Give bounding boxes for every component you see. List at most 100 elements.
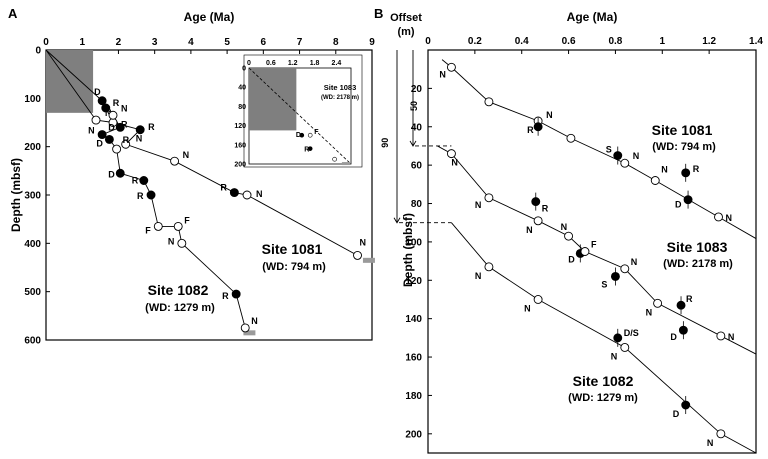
panel-b-point-1083	[564, 231, 574, 241]
panel-a-chart: Age (Ma) Depth (mbsf) 0 1 2 3 4 5 6 7 8 9 0 100 200 3…	[9, 10, 375, 347]
panel-a-point-label-1081: R	[121, 120, 128, 130]
panel-a-point-label-1082: F	[145, 225, 151, 235]
inset-x-tick-label: 1.8	[310, 60, 320, 67]
panel-b-point-label-1081: N	[439, 69, 446, 79]
panel-b-point-1083	[610, 271, 620, 281]
panel-b-site-1082-wd: (WD: 1279 m)	[568, 392, 638, 404]
panel-b-point-1083	[678, 325, 688, 335]
offset-value-50: 50	[409, 101, 419, 111]
panel-a-point-label-1081: N	[136, 133, 143, 143]
panel-a-point-1081	[135, 125, 145, 135]
panel-b-y-tick-label: 140	[405, 314, 422, 325]
panel-b-point-label-1083: R	[686, 294, 693, 304]
panel-b-point-label-1083: D	[670, 332, 677, 342]
panel-a-y-tick-label: 100	[24, 94, 41, 105]
panel-a-point-label-1082: R	[222, 291, 229, 301]
panel-a-site-1082-wd: (WD: 1279 m)	[145, 302, 215, 314]
panel-a-point-1082	[115, 122, 125, 132]
panel-b-point-label-1082: N	[707, 438, 714, 448]
panel-a-point-label-1082: D	[94, 87, 101, 97]
panel-b-chart: Age (Ma) Depth (mbsf) Offset (m) 0 0.2 0.4…	[380, 10, 763, 454]
panel-b-point-1081	[683, 195, 693, 205]
panel-a-hole-base-1081	[362, 257, 375, 263]
inset-x-tick-label: 0	[247, 60, 251, 67]
panel-b-point-1083	[446, 149, 456, 159]
panel-a-label: A	[8, 6, 18, 21]
inset-y-tick-label: 0	[242, 66, 246, 73]
panel-a-site-1081-title: Site 1081	[262, 241, 323, 257]
panel-b-y-tick-label: 160	[405, 353, 422, 364]
panel-a-point-1082	[115, 168, 125, 178]
panel-b-point-1083	[716, 331, 726, 341]
panel-b-point-1081	[566, 133, 576, 143]
panel-b-y-tick-label: 180	[405, 391, 422, 402]
panel-b-x-tick-label: 1.2	[702, 36, 716, 47]
panel-a-point-1082	[231, 289, 241, 299]
panel-b-y-title: Depth (mbsf)	[401, 213, 415, 287]
panel-b-point-label-1081: R	[693, 164, 700, 174]
inset-shade-rect	[249, 68, 297, 131]
panel-b-point-label-1082: N	[611, 351, 618, 361]
panel-b-point-1082	[533, 295, 543, 304]
panel-b-site-1083-wd: (WD: 2178 m)	[663, 258, 733, 270]
panel-b-site-1081-title: Site 1081	[652, 122, 713, 138]
inset-hole-base	[341, 162, 350, 166]
panel-a-x-tick-label: 6	[261, 37, 267, 48]
inset-point	[332, 156, 337, 162]
panel-b-point-label-1082: D/S	[624, 328, 639, 338]
panel-b-point-1083	[676, 300, 686, 310]
panel-b-site-1082-title: Site 1082	[573, 373, 634, 389]
panel-a-point-1081	[242, 190, 252, 200]
panel-b-x-title: Age (Ma)	[567, 10, 618, 24]
panel-a-y-tick-label: 400	[24, 239, 41, 250]
panel-a-hole-base-1082	[243, 330, 256, 336]
panel-b-point-label-1081: S	[606, 145, 612, 155]
offset-title: Offset	[390, 12, 422, 24]
panel-b-offset-indicators: 50 90	[380, 50, 452, 224]
panel-a-trend-1082	[45, 49, 246, 329]
panel-b-point-1083	[484, 193, 494, 203]
inset-x-tick-label: 2.4	[332, 60, 342, 67]
inset-y-tick-label: 120	[234, 123, 246, 130]
panel-a-point-label-1081: R	[220, 183, 227, 193]
panel-a-point-label-1081: N	[183, 150, 190, 160]
inset-point-label: F	[314, 129, 319, 136]
offset-arrowhead-90	[393, 217, 401, 224]
panel-a-y-tick-label: 500	[24, 287, 41, 298]
panel-a-point-label-1082: D	[108, 169, 115, 179]
panel-b-point-label-1083: N	[451, 158, 458, 168]
panel-b-y-tick-label: 20	[411, 84, 423, 95]
inset-x-tick-label: 1.2	[288, 60, 298, 67]
inset-x-tick-label: 0.6	[266, 60, 276, 67]
inset-trend	[248, 67, 352, 165]
offset-value-90: 90	[380, 138, 390, 148]
panel-a-point-label-1081: R	[148, 122, 155, 132]
panel-a-point-1082	[97, 96, 107, 106]
panel-a-point-label-1082: D	[108, 122, 115, 132]
inset-point	[299, 132, 305, 138]
panel-b-x-tick-label: 0.2	[468, 36, 482, 47]
panel-b-point-label-1083: D	[568, 254, 575, 264]
panel-b-x-tick-label: 0.6	[562, 36, 576, 47]
panel-b-x-tick-label: 1	[660, 36, 666, 47]
panel-b-point-label-1081: D	[675, 200, 682, 210]
panel-b-point-1082	[484, 262, 494, 272]
panel-b-point-1081	[484, 97, 494, 107]
panel-b-point-1081	[650, 176, 660, 185]
panel-b-point-label-1083: N	[475, 200, 482, 210]
inset-site-wd: (WD: 2178 m)	[321, 95, 359, 101]
panel-a-point-1082	[173, 221, 183, 231]
inset-y-tick-label: 160	[234, 142, 246, 149]
panel-b-point-label-1082: N	[475, 271, 482, 281]
panel-a-x-tick-label: 8	[333, 37, 339, 48]
panel-a-inset: 0 0.6 1.2 1.8 2.4 0 40 80 120 160 200 D F R Site 108…	[234, 54, 363, 169]
panel-a-point-label-1082: R	[123, 135, 130, 145]
inset-ticks: 0 0.6 1.2 1.8 2.4 0 40 80 120 160 200	[234, 60, 341, 169]
panel-b-point-label-1083: N	[526, 225, 533, 235]
panel-b-x-tick-label: 0.8	[608, 36, 622, 47]
panel-b-point-1083	[531, 197, 541, 207]
panel-a-point-label-1082: F	[184, 215, 190, 225]
panel-a-point-1081	[229, 188, 239, 198]
panel-b-site-1083-title: Site 1083	[667, 239, 728, 255]
